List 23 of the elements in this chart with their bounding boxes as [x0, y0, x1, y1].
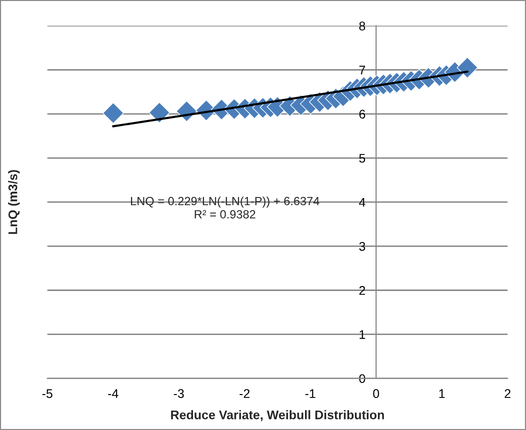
- point: [102, 102, 124, 124]
- x-tick-label: 0: [373, 389, 380, 398]
- x-tick-label: -3: [174, 389, 184, 398]
- y-tick-label: 1: [360, 330, 366, 339]
- x-tick-label: -1: [305, 389, 316, 398]
- y-tick-label: 4: [359, 198, 366, 207]
- x-tick-label: -2: [240, 389, 250, 398]
- y-tick-label: 2: [359, 286, 366, 295]
- y-tick-label: 3: [359, 242, 366, 251]
- y-tick-label: 7: [359, 66, 366, 74]
- x-tick-label: -5: [42, 389, 52, 398]
- annotation: R² = 0.9382: [194, 210, 256, 218]
- y-tick-label: 5: [359, 154, 366, 163]
- x-tick-label: 1: [439, 389, 445, 398]
- point: [148, 102, 170, 124]
- x-axis-title: Reduce Variate, Weibull Distribution: [171, 410, 384, 422]
- y-axis-title: LnQ (m3/s): [8, 170, 20, 234]
- y-tick-label: 8: [359, 22, 366, 30]
- x-tick-label: 2: [504, 389, 510, 398]
- annotation: LNQ = 0.229*LN(-LN(1-P)) + 6.6374: [131, 196, 320, 208]
- y-tick-label: 6: [359, 110, 366, 119]
- point: [456, 57, 478, 78]
- x-tick-label: -4: [108, 389, 118, 398]
